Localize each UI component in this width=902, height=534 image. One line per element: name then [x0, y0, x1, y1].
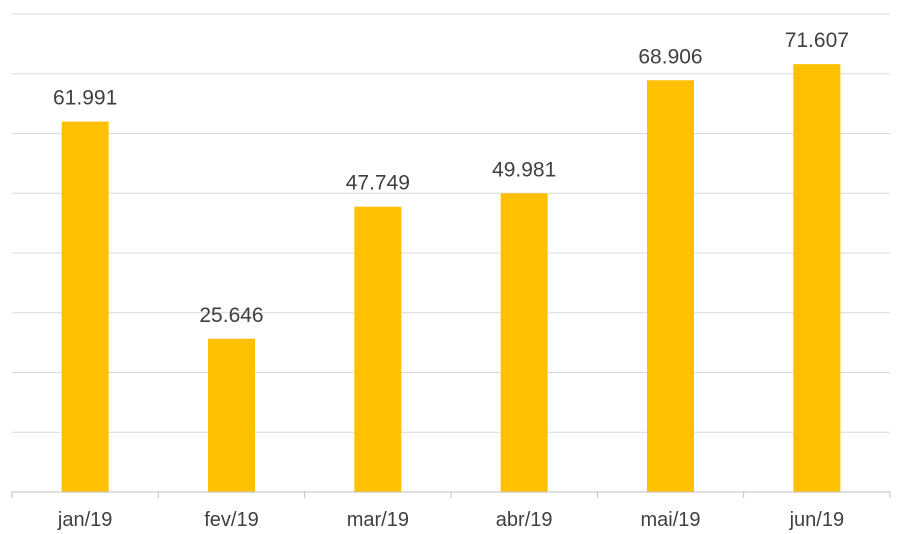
bar-jun-19	[793, 64, 841, 492]
data-label-fev-19: 25.646	[199, 304, 263, 327]
data-label-abr-19: 49.981	[492, 158, 556, 181]
category-label-jan-19: jan/19	[57, 509, 113, 531]
bar-mai-19	[647, 80, 694, 492]
x-axis-ticks	[11, 492, 891, 498]
gridlines	[12, 13, 890, 433]
bar-mar-19	[354, 206, 402, 493]
bar-jan-19	[61, 121, 109, 493]
category-label-mar-19: mar/19	[347, 509, 409, 531]
data-labels: 61.991 25.646 47.749 49.981 68.906 71.607	[53, 29, 849, 327]
bar-fev-19	[208, 338, 255, 492]
category-label-abr-19: abr/19	[496, 509, 553, 531]
data-label-jun-19: 71.607	[785, 29, 849, 52]
bar-abr-19	[500, 193, 548, 492]
bars	[61, 64, 841, 493]
category-label-fev-19: fev/19	[204, 509, 258, 531]
category-label-mai-19: mai/19	[640, 509, 700, 531]
data-label-mar-19: 47.749	[346, 172, 410, 195]
x-axis-labels: jan/19 fev/19 mar/19 abr/19 mai/19 jun/19	[57, 509, 844, 531]
category-label-jun-19: jun/19	[789, 509, 845, 531]
data-label-mai-19: 68.906	[638, 45, 702, 68]
data-label-jan-19: 61.991	[53, 87, 117, 110]
